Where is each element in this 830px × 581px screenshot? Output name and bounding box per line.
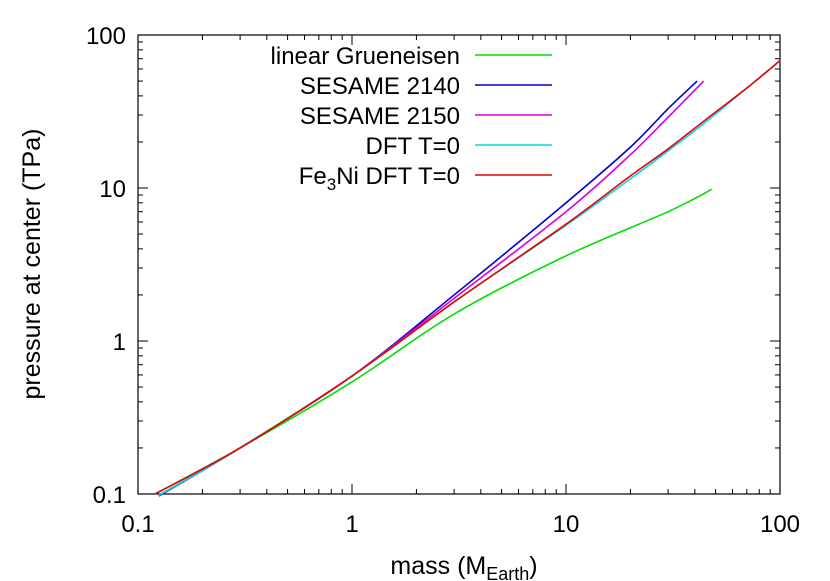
y-tick-label: 100 [86, 23, 126, 50]
series-line-4 [154, 60, 781, 495]
series-lines [154, 60, 781, 497]
plot-frame [137, 34, 781, 495]
axis-ticks [137, 34, 781, 495]
x-tick-label: 100 [760, 511, 800, 538]
x-axis-label: mass (MEarth) [390, 552, 537, 581]
series-line-3 [158, 60, 781, 497]
y-tick-label: 1 [113, 329, 126, 356]
legend-label-0: linear Grueneisen [271, 43, 460, 70]
legend-label-3: DFT T=0 [366, 133, 460, 160]
legend-label-4: Fe3Ni DFT T=0 [299, 163, 460, 194]
legend-label-1: SESAME 2140 [300, 73, 460, 100]
legend: linear Grueneisen SESAME 2140 SESAME 2150 D… [271, 43, 552, 194]
y-tick-label: 10 [99, 176, 126, 203]
legend-label-2: SESAME 2150 [300, 103, 460, 130]
x-tick-label: 0.1 [121, 511, 154, 538]
x-tick-label: 1 [345, 511, 358, 538]
x-tick-label: 10 [553, 511, 580, 538]
y-axis-label: pressure at center (TPa) [18, 129, 46, 400]
tick-labels: 0.1 1 10 100 0.1 1 10 100 [86, 23, 800, 538]
y-tick-label: 0.1 [93, 482, 126, 509]
